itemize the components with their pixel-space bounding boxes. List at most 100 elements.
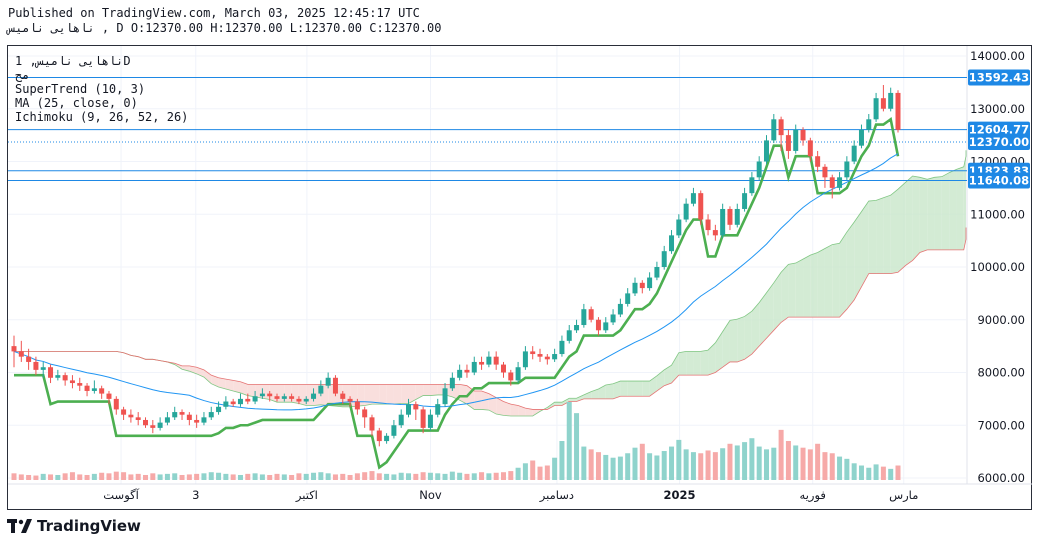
cloud-segment [642, 381, 650, 397]
candle-body [698, 193, 704, 220]
candle-body [252, 396, 258, 402]
legend-supertrend[interactable]: SuperTrend (10, 3) [15, 82, 146, 96]
volume-bar [683, 449, 689, 480]
volume-bar [544, 465, 550, 480]
volume-bar [201, 473, 207, 480]
legend-ichimoku[interactable]: Ichimoku (9, 26, 52, 26) [15, 110, 189, 124]
candle-body [33, 361, 39, 370]
candle-body [91, 388, 97, 391]
candle-body [837, 177, 843, 188]
cloud-segment [854, 211, 862, 300]
cloud-segment [963, 156, 966, 250]
cloud-segment [941, 172, 950, 250]
cloud-segment [781, 264, 789, 323]
volume-bar [486, 473, 492, 480]
cloud-segment [868, 200, 877, 274]
y-tick-label: 13000.00 [970, 102, 1025, 116]
candle-body [771, 119, 777, 141]
cloud-segment [934, 176, 942, 250]
volume-bar [595, 452, 601, 480]
candle-body [815, 156, 821, 167]
candle-body [683, 203, 689, 220]
volume-bar [369, 471, 375, 480]
volume-bar [720, 448, 726, 480]
candle-body [449, 377, 455, 389]
candle-body [413, 404, 419, 410]
cloud-segment [634, 381, 643, 397]
volume-bar [829, 453, 835, 480]
cloud-segment [905, 176, 913, 266]
cloud-segment [729, 319, 738, 362]
volume-bar [84, 474, 90, 480]
volume-bar [552, 457, 558, 480]
volume-bar [18, 474, 24, 480]
volume-bar [143, 474, 149, 480]
volume-bar [508, 471, 514, 480]
candle-body [230, 401, 236, 405]
cloud-segment [700, 350, 709, 376]
cloud-segment [956, 166, 964, 250]
cloud-segment [510, 404, 519, 417]
volume-bar [493, 472, 499, 480]
x-tick-label: مارس [889, 488, 918, 503]
candle-body [318, 385, 324, 394]
cloud-segment [393, 384, 402, 405]
volume-bar [793, 445, 799, 480]
cloud-segment [898, 182, 906, 273]
candle-body [720, 208, 726, 236]
cloud-segment [773, 272, 782, 331]
volume-bar [230, 474, 236, 480]
candle-body [647, 277, 653, 289]
candle-body [705, 219, 711, 231]
cloud-segment [452, 384, 460, 401]
cloud-segment [722, 320, 730, 368]
price-tag-bg [968, 121, 1030, 138]
volume-bar [128, 474, 134, 480]
span-b-line [14, 227, 967, 410]
indicator-lines [13, 117, 900, 470]
volume-bar [99, 472, 105, 480]
candle-body [537, 354, 543, 357]
candle-body [427, 414, 433, 428]
volume-bar [574, 413, 580, 480]
volume-bar [245, 473, 251, 480]
volume-bar [398, 472, 404, 480]
cloud-segment [664, 365, 672, 386]
candle-body [216, 406, 222, 413]
legend-symbol[interactable]: ناهایی نامیس, 1D [15, 54, 131, 68]
volume-bar [742, 442, 748, 480]
price-tag-label: 12370.00 [969, 135, 1029, 149]
volume-bar [296, 473, 302, 480]
candle-body [274, 396, 280, 399]
volume-bar [603, 454, 609, 480]
volume-bar [208, 472, 214, 480]
candle-body [654, 267, 660, 278]
volume-bar [705, 450, 711, 480]
volume-bar [55, 474, 61, 480]
volume-bar [48, 474, 54, 480]
candle-body [866, 119, 872, 130]
legend-ma[interactable]: MA (25, close, 0) [15, 96, 138, 110]
cloud-segment [737, 316, 745, 362]
cloud-segment [277, 384, 285, 403]
candle-body [588, 309, 594, 320]
cloud-segment [430, 384, 438, 396]
volume-bar [617, 456, 623, 480]
candle-body [296, 398, 302, 402]
cloud-segment [203, 369, 212, 384]
cloud-segment [284, 384, 292, 403]
volume-bar [413, 473, 419, 480]
cloud-segment [364, 384, 372, 406]
volume-bar [800, 447, 806, 480]
candle-body [18, 351, 24, 357]
volume-bar [150, 473, 156, 480]
tradingview-logo[interactable]: TradingView [7, 517, 141, 535]
candle-body [530, 351, 536, 355]
candle-body [55, 375, 61, 378]
candle-body [259, 393, 265, 397]
cloud-segment [795, 259, 804, 318]
volume-bar [822, 452, 828, 480]
supertrend-line [14, 117, 900, 470]
volume-bar [157, 474, 163, 480]
